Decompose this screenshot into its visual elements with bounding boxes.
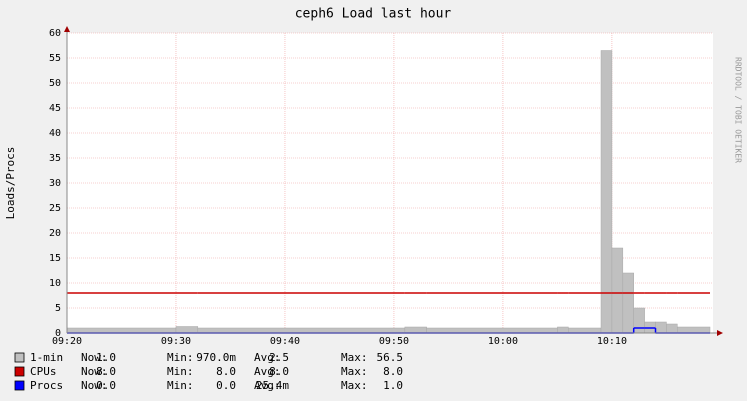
area-step — [677, 326, 711, 334]
legend-label: CPUs — [30, 365, 57, 378]
area-step — [557, 326, 569, 334]
x-tick-label: 10:00 — [488, 336, 518, 347]
area-step — [600, 50, 613, 334]
chart-title: ceph6 Load last hour — [295, 7, 452, 22]
stat-label: Min: — [167, 365, 194, 378]
y-tick-label: 45 — [49, 103, 61, 114]
stat-value: 8.0 — [216, 365, 236, 378]
x-tick-label: 09:30 — [161, 336, 191, 347]
stat-value: 8.0 — [383, 365, 403, 378]
stat-label: Avg: — [254, 379, 281, 392]
stat-value: 1.0 — [96, 351, 116, 364]
y-tick-label: 10 — [49, 278, 61, 289]
stat-label: Max: — [341, 379, 368, 392]
stat-label: Max: — [341, 351, 368, 364]
y-tick-label: 55 — [49, 53, 61, 64]
stat-label: Now: — [81, 365, 108, 378]
stat-value: 8.0 — [269, 365, 289, 378]
x-tick-label: 09:50 — [379, 336, 409, 347]
area-step — [633, 307, 645, 334]
y-tick-label: 15 — [49, 253, 61, 264]
y-tick-label: 50 — [49, 78, 61, 89]
area-step — [175, 326, 199, 334]
y-tick-label: 35 — [49, 153, 61, 164]
stat-label: Avg: — [254, 351, 281, 364]
y-tick-label: 20 — [49, 228, 61, 239]
stat-label: Now: — [81, 351, 108, 364]
y-tick-label: 0 — [55, 328, 61, 339]
y-tick-label: 40 — [49, 128, 61, 139]
stat-label: Max: — [341, 365, 368, 378]
stat-label: Min: — [167, 379, 194, 392]
y-tick-label: 30 — [49, 178, 61, 189]
x-tick-label: 09:40 — [270, 336, 300, 347]
area-step — [611, 247, 624, 334]
area-step — [622, 272, 634, 334]
legend-swatch — [14, 380, 25, 391]
axis-arrow — [64, 26, 70, 32]
legend-label: 1-min — [30, 351, 63, 364]
legend-swatch — [14, 366, 25, 377]
area-step — [655, 321, 667, 334]
area-step — [666, 323, 678, 334]
stat-value: 25.4m — [256, 379, 289, 392]
x-tick-label: 09:20 — [52, 336, 82, 347]
y-tick-label: 25 — [49, 203, 61, 214]
y-tick-label: 5 — [55, 303, 61, 314]
side-label: RRDTOOL / TOBI OETIKER — [734, 57, 743, 163]
stat-value: 0.0 — [96, 379, 116, 392]
area-step — [404, 326, 427, 334]
stat-value: 2.5 — [269, 351, 289, 364]
stat-value: 970.0m — [196, 351, 236, 364]
stat-value: 0.0 — [216, 379, 236, 392]
stat-label: Now: — [81, 379, 108, 392]
stat-label: Avg: — [254, 365, 281, 378]
stat-label: Min: — [167, 351, 194, 364]
stat-value: 8.0 — [96, 365, 116, 378]
axis-arrow — [717, 330, 723, 336]
y-tick-label: 60 — [49, 28, 61, 39]
stat-value: 56.5 — [377, 351, 404, 364]
legend-label: Procs — [30, 379, 63, 392]
stat-value: 1.0 — [383, 379, 403, 392]
y-axis-label: Loads/Procs — [4, 147, 17, 220]
x-tick-label: 10:10 — [597, 336, 627, 347]
legend-swatch — [14, 352, 25, 363]
